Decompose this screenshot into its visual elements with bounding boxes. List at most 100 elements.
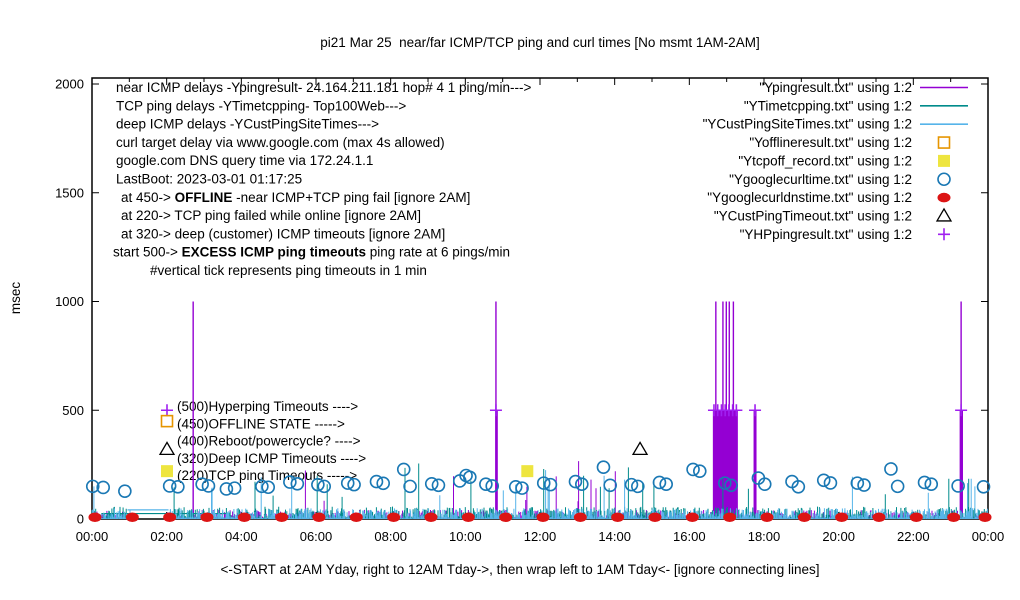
open-circle-marker xyxy=(255,479,269,494)
open-circle-marker xyxy=(890,479,905,494)
open-circle-marker xyxy=(347,477,361,492)
open-circle-marker xyxy=(96,480,110,495)
filled-circle-marker xyxy=(349,512,363,523)
filled-circle-marker xyxy=(275,512,289,523)
open-circle-marker xyxy=(791,480,806,494)
open-circle-marker xyxy=(976,480,991,494)
filled-circle-marker xyxy=(978,512,992,523)
legend-label: "Ypingresult.txt" using 1:2 xyxy=(759,80,912,95)
open-circle-marker xyxy=(624,477,639,492)
open-circle-marker xyxy=(424,476,439,491)
open-circle-marker xyxy=(195,477,209,492)
x-tick-label: 20:00 xyxy=(822,529,855,544)
series-YCustPingTimeout xyxy=(631,441,649,456)
open-circle-marker xyxy=(485,479,500,493)
series-Ygooglecurldnstime xyxy=(88,512,992,523)
filled-circle-marker xyxy=(648,512,662,523)
open-circle-marker xyxy=(219,482,234,496)
open-circle-marker xyxy=(261,480,276,495)
filled-circle-marker xyxy=(797,512,811,523)
open-circle-marker xyxy=(603,478,617,493)
filled-circle-marker xyxy=(200,512,214,523)
note-line: deep ICMP delays -YCustPingSiteTimes---> xyxy=(116,117,379,132)
y-tick-label: 2000 xyxy=(55,77,84,92)
plus-marker xyxy=(730,404,743,417)
open-square-marker xyxy=(937,136,951,149)
open-circle-marker xyxy=(317,479,332,494)
level-annotation-label: (220)TCP ping Timeouts -----> xyxy=(177,468,357,483)
open-circle-marker xyxy=(631,479,645,494)
level-annotation-label: (320)Deep ICMP Timeouts ----> xyxy=(177,451,366,466)
filled-circle-marker xyxy=(499,512,513,523)
legend-label: "YCustPingSiteTimes.txt" using 1:2 xyxy=(703,117,912,132)
filled-circle-marker xyxy=(237,512,251,523)
plus-marker xyxy=(955,404,968,417)
open-circle-marker xyxy=(85,479,100,494)
plus-marker xyxy=(938,228,950,241)
filled-circle-marker xyxy=(760,512,774,523)
y-tick-label: 500 xyxy=(62,403,84,418)
open-circle-marker xyxy=(396,462,411,477)
open-circle-marker xyxy=(431,478,446,493)
note-line: curl target delay via www.google.com (ma… xyxy=(116,135,445,150)
note-line: google.com DNS query time via 172.24.1.1 xyxy=(116,153,373,168)
open-circle-marker xyxy=(917,475,932,490)
filled-square-marker xyxy=(938,154,950,167)
open-circle-marker xyxy=(376,476,391,491)
timeout-column xyxy=(753,410,757,519)
filled-circle-marker xyxy=(685,512,699,523)
plus-marker xyxy=(749,404,762,417)
open-circle-marker xyxy=(403,479,417,494)
filled-circle-marker xyxy=(424,512,438,523)
filled-circle-marker xyxy=(125,512,139,523)
x-tick-label: 06:00 xyxy=(300,529,333,544)
x-tick-label: 14:00 xyxy=(598,529,631,544)
open-circle-marker xyxy=(596,460,611,475)
plus-marker xyxy=(161,404,173,417)
x-tick-label: 16:00 xyxy=(673,529,706,544)
y-axis-label: msec xyxy=(8,282,23,315)
note-line: TCP ping delays -YTimetcpping- Top100Web… xyxy=(116,98,406,113)
open-circle-marker xyxy=(479,477,493,492)
x-axis-caption: <-START at 2AM Yday, right to 12AM Tday-… xyxy=(221,562,820,577)
legend-label: "Ytcpoff_record.txt" using 1:2 xyxy=(738,153,912,168)
open-circle-marker xyxy=(290,476,305,491)
open-circle-marker xyxy=(659,477,673,492)
open-circle-marker xyxy=(508,480,523,494)
open-circle-marker xyxy=(201,479,216,493)
plus-marker xyxy=(489,404,502,417)
open-triangle-marker xyxy=(935,207,953,222)
filled-square-marker xyxy=(161,465,173,478)
open-circle-marker xyxy=(850,476,865,490)
x-tick-label: 12:00 xyxy=(524,529,557,544)
filled-circle-marker xyxy=(536,512,550,523)
filled-circle-marker xyxy=(312,512,326,523)
level-annotation-label: (450)OFFLINE STATE -----> xyxy=(177,416,345,431)
legend-label: "Yofflineresult.txt" using 1:2 xyxy=(749,135,912,150)
open-circle-marker xyxy=(171,480,185,494)
open-circle-marker xyxy=(369,474,384,489)
filled-circle-marker xyxy=(163,512,177,523)
open-square-marker xyxy=(160,414,174,428)
x-tick-label: 00:00 xyxy=(76,529,109,544)
filled-circle-marker xyxy=(937,192,951,203)
open-circle-marker xyxy=(816,473,831,488)
open-circle-marker xyxy=(311,477,325,492)
note-line: LastBoot: 2023-03-01 01:17:25 xyxy=(116,172,302,187)
legend-label: "YCustPingTimeout.txt" using 1:2 xyxy=(714,208,912,223)
open-circle-marker xyxy=(757,477,772,492)
open-circle-marker xyxy=(162,479,177,493)
note-line: start 500-> EXCESS ICMP ping timeouts pi… xyxy=(113,245,510,260)
open-circle-marker xyxy=(568,474,583,489)
filled-square-marker xyxy=(521,465,534,478)
note-line: #vertical tick represents ping timeouts … xyxy=(150,263,427,278)
y-tick-label: 1500 xyxy=(55,185,84,200)
x-tick-label: 02:00 xyxy=(150,529,183,544)
open-circle-marker xyxy=(543,477,558,492)
open-circle-marker xyxy=(118,484,132,498)
data-series xyxy=(85,301,992,523)
open-circle-marker xyxy=(823,476,838,490)
in-plot-annotations: near ICMP delays -Ypingresult- 24.164.21… xyxy=(113,80,531,483)
